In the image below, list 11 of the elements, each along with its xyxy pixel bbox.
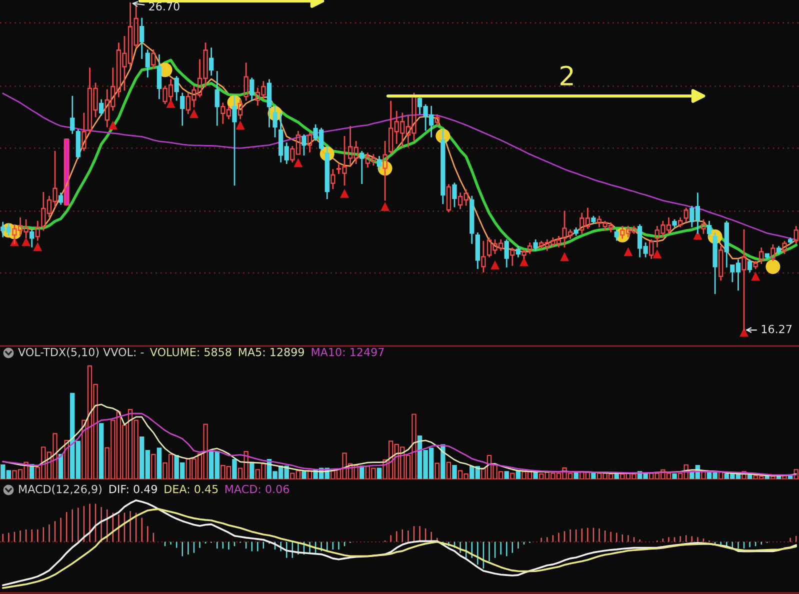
annotation: 16.27 [762,324,792,334]
text: MACD: 0.06 [225,484,289,494]
chart-subtitle: VOLUME: 5858 [150,348,232,356]
series-label: DIF: 0.49 [109,484,157,494]
annotation: 26.70 [149,2,180,11]
series-label: DEA: 0.45 [164,484,218,494]
text: MA5: 12899 [238,348,304,356]
text: MA10: 12497 [312,348,384,356]
chart-title: MACD(12,26,9) [19,484,102,495]
annotation: 2 [560,66,573,86]
chart-title: VOL-TDX(5,10) VVOL: - [18,348,144,358]
